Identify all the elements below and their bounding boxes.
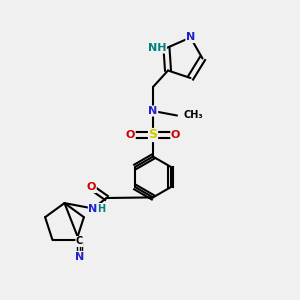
Text: C: C bbox=[76, 236, 83, 247]
Text: NH: NH bbox=[148, 43, 167, 53]
Text: N: N bbox=[148, 106, 158, 116]
Text: O: O bbox=[87, 182, 96, 193]
Text: CH₃: CH₃ bbox=[183, 110, 203, 121]
Text: S: S bbox=[148, 128, 158, 142]
Text: O: O bbox=[126, 130, 135, 140]
Text: N: N bbox=[75, 251, 84, 262]
Text: N: N bbox=[186, 32, 195, 43]
Text: O: O bbox=[171, 130, 180, 140]
Text: N: N bbox=[88, 203, 98, 214]
Text: H: H bbox=[98, 203, 106, 214]
